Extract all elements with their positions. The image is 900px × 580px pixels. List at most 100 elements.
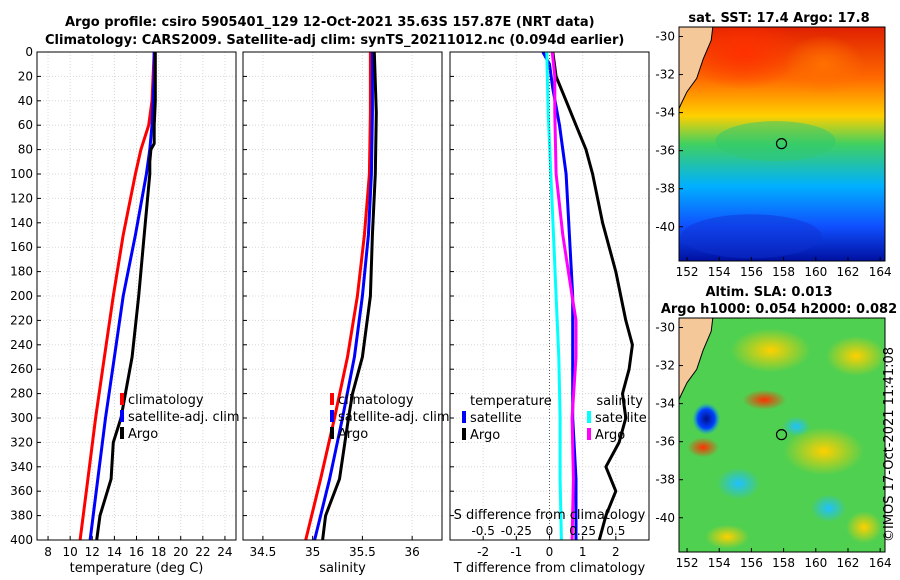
sst-map-xtick-label: 156: [740, 265, 763, 279]
sla-anomaly-blob: [705, 524, 750, 549]
depth-tick-label: 400: [10, 533, 33, 547]
depth-tick-label: 140: [10, 216, 33, 230]
diff-s-tick-label: -0.5: [471, 524, 494, 538]
depth-tick-label: 380: [10, 509, 33, 523]
diff-s-axis-label: S difference from climatology: [454, 508, 646, 523]
depth-tick-label: 60: [18, 118, 33, 132]
sla-map: 152 154 156 158 160 162 164 -30 -32 -34 -36 -38 -40: [655, 317, 892, 570]
sla-map-ytick-label: -36: [655, 435, 675, 449]
sla-map-ytick-label: -30: [655, 321, 675, 335]
sal-xtick-label: 35.5: [349, 545, 376, 559]
sst-map-xtick-label: 160: [804, 265, 827, 279]
sal-legend-label: climatology: [338, 393, 414, 408]
sal-legend-label: satellite-adj. clim: [338, 410, 450, 425]
sla-map-field: [679, 318, 885, 552]
sla-map-xtick-label: 158: [772, 556, 795, 570]
sla-anomaly-blob: [692, 402, 721, 435]
diff-legend-s-label: satellite: [595, 411, 647, 426]
sst-map-ytick-label: -36: [655, 144, 675, 158]
sal-xtick-label: 36: [405, 545, 420, 559]
sla-map-xtick-label: 154: [708, 556, 731, 570]
sal-xtick-label: 35: [305, 545, 320, 559]
diff-s-tick-label: -0.25: [501, 524, 532, 538]
sst-warm-core: [683, 27, 804, 90]
diff-series-t-argo: [551, 51, 634, 541]
diff-s-tick-label: 0.25: [569, 524, 596, 538]
depth-tick-label: 180: [10, 265, 33, 279]
sst-green-band: [715, 121, 836, 162]
temp-panel: 8 10 12 14 16 18 20 22 24 temperature (deg C) 0 20 4…: [10, 45, 237, 576]
temp-xtick-label: 24: [217, 545, 232, 559]
temp-series-satellite-adj-clim: [88, 52, 156, 541]
sla-anomaly-blob: [716, 467, 761, 500]
depth-tick-label: 360: [10, 484, 33, 498]
depth-tick-label: 240: [10, 338, 33, 352]
sst-map-xtick-label: 152: [676, 265, 699, 279]
sst-map-xtick-label: 164: [869, 265, 892, 279]
temp-xtick-label: 20: [173, 545, 188, 559]
diff-legend-s-title: salinity: [596, 394, 643, 409]
depth-tick-label: 0: [25, 45, 33, 59]
depth-tick-label: 100: [10, 167, 33, 181]
temp-legend-label: Argo: [128, 427, 158, 442]
depth-tick-label: 40: [18, 94, 33, 108]
sst-map-field: [679, 27, 885, 261]
sst-map-ytick-label: -32: [655, 68, 675, 82]
sla-map-ytick-label: -34: [655, 397, 675, 411]
temp-xtick-label: 16: [129, 545, 144, 559]
sst-map-title: sat. SST: 17.4 Argo: 17.8: [688, 11, 869, 26]
depth-tick-label: 280: [10, 387, 33, 401]
depth-tick-label: 340: [10, 460, 33, 474]
temp-legend-label: satellite-adj. clim: [128, 410, 240, 425]
sst-map: 152 154 156 158 160 162 164 -30 -32 -34 -36 -38 -40: [655, 26, 892, 279]
diff-legend-t-title: temperature: [470, 394, 552, 409]
depth-tick-label: 220: [10, 313, 33, 327]
sal-xlabel: salinity: [319, 561, 366, 576]
sal-series-climatology: [304, 52, 372, 541]
sal-series-satellite-adj-clim: [313, 52, 374, 541]
sal-series-argo: [321, 51, 378, 541]
sla-anomaly-blob: [826, 336, 885, 377]
sla-map-subtitle: Argo h1000: 0.054 h2000: 0.082: [661, 302, 897, 317]
sst-map-ytick-label: -34: [655, 106, 675, 120]
temp-xtick-label: 14: [107, 545, 122, 559]
depth-tick-label: 200: [10, 289, 33, 303]
sal-frame: [242, 51, 443, 541]
sla-anomaly-blob: [730, 328, 811, 373]
sla-anomaly-blob: [742, 389, 787, 410]
diff-xtick-label: -2: [477, 545, 489, 559]
diff-xtick-label: 0: [546, 545, 554, 559]
diff-s-tick-label: 0: [546, 524, 554, 538]
sla-map-xtick-label: 152: [676, 556, 699, 570]
sla-map-xtick-label: 164: [869, 556, 892, 570]
sal-panel: 34.5 35 35.5 36 salinity: [242, 51, 443, 576]
sla-map-xtick-label: 160: [804, 556, 827, 570]
sla-map-xtick-label: 162: [837, 556, 860, 570]
sst-map-ytick-label: -30: [655, 30, 675, 44]
diff-legend-s-label: Argo: [595, 428, 625, 443]
depth-tick-label: 20: [18, 69, 33, 83]
sst-land: [679, 27, 714, 109]
sst-cold-south: [681, 214, 822, 259]
depth-tick-label: 320: [10, 435, 33, 449]
sal-xtick-label: 34.5: [250, 545, 277, 559]
diff-panel: -2 -1 0 1 2 T difference from climatology S di…: [449, 51, 650, 576]
sla-anomaly-blob: [846, 511, 883, 544]
figure-title-line1: Argo profile: csiro 5905401_129 12-Oct-2…: [65, 15, 595, 30]
sla-map-frame: [678, 317, 886, 553]
diff-legend-t-label: satellite: [470, 411, 522, 426]
sst-map-frame: [678, 26, 886, 262]
temp-xtick-label: 8: [44, 545, 52, 559]
sst-map-xtick-label: 158: [772, 265, 795, 279]
sst-map-ytick-label: -40: [655, 220, 675, 234]
sla-land: [679, 318, 714, 400]
sla-anomaly-blob: [687, 437, 720, 458]
diff-xtick-label: -1: [510, 545, 522, 559]
temp-xtick-label: 18: [151, 545, 166, 559]
temp-series-argo: [95, 52, 157, 541]
temp-xtick-label: 10: [63, 545, 78, 559]
sla-map-ytick-label: -40: [655, 511, 675, 525]
sla-map-xtick-label: 156: [740, 556, 763, 570]
sla-map-title: Altim. SLA: 0.013: [706, 285, 833, 300]
